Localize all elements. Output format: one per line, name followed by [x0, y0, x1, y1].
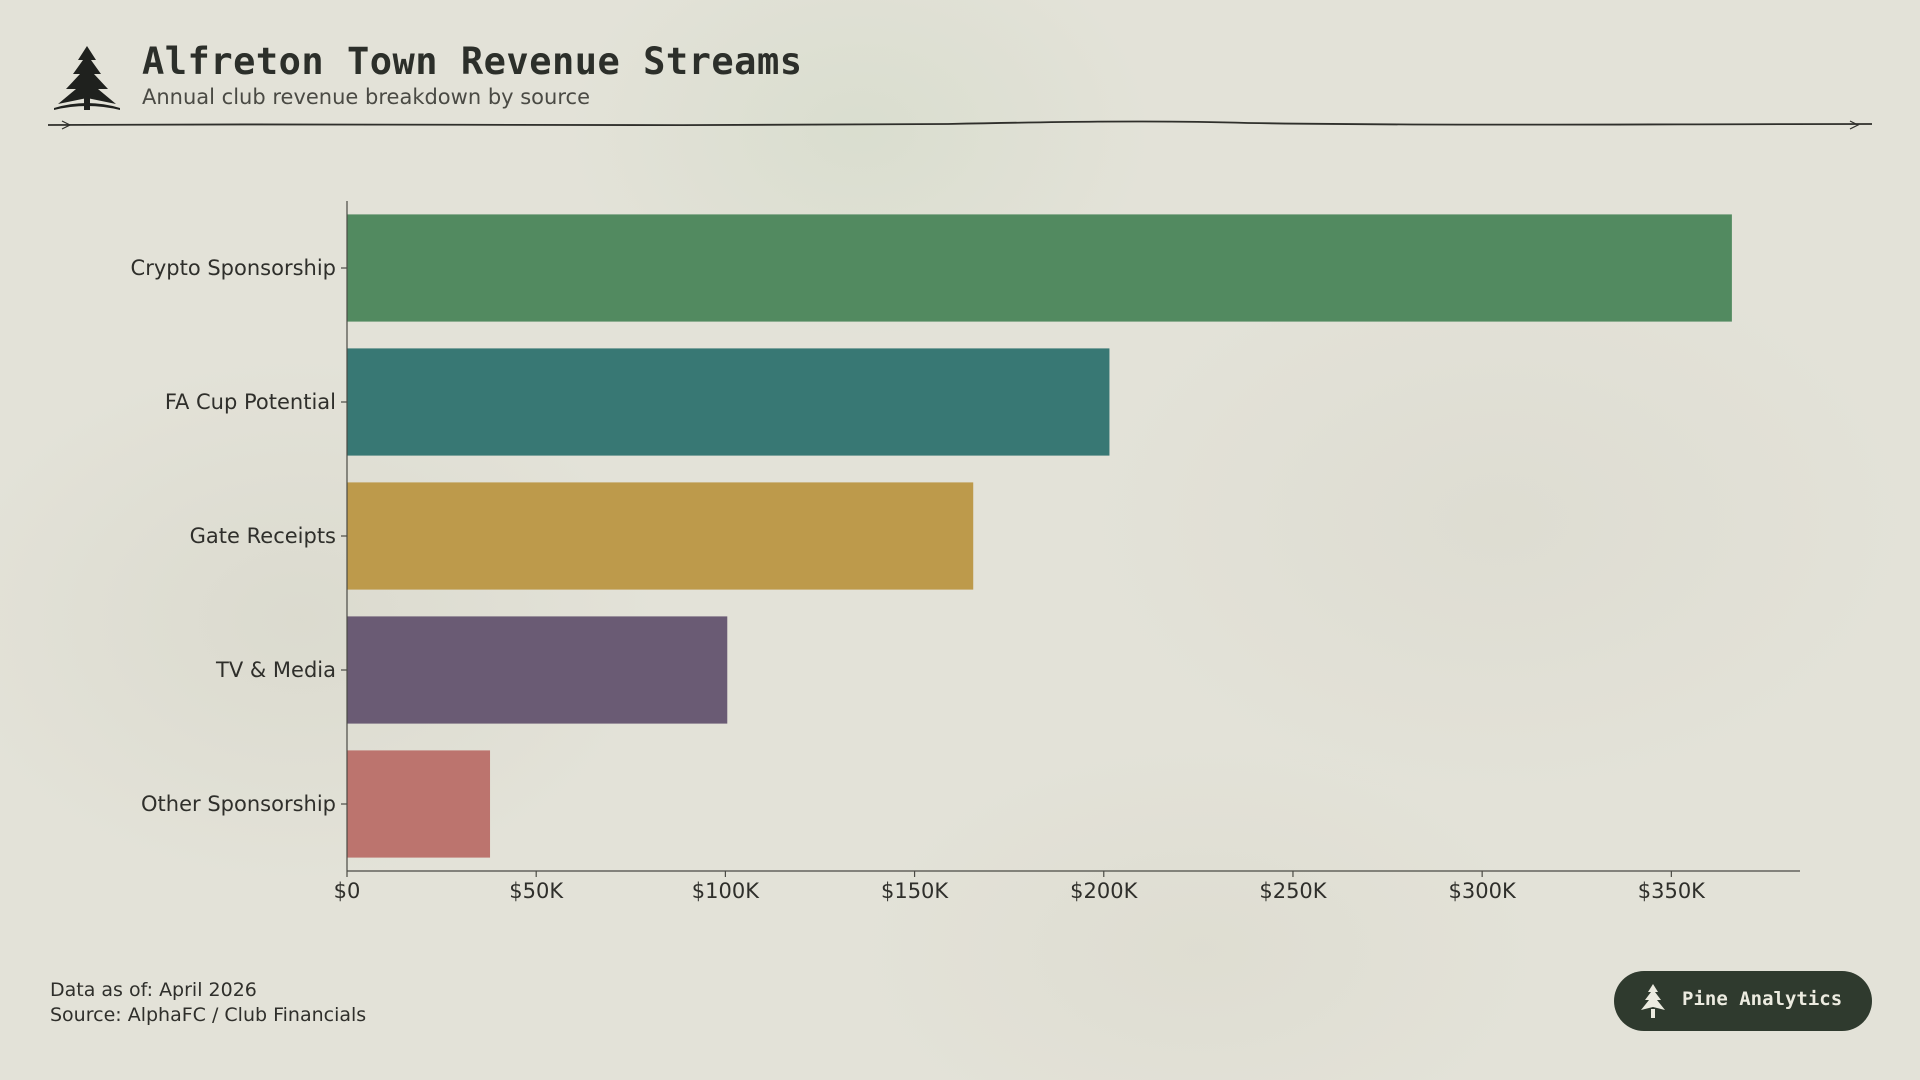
chart-title: Alfreton Town Revenue Streams	[142, 40, 803, 83]
y-tick-label: Crypto Sponsorship	[131, 256, 336, 280]
badge-label: Pine Analytics	[1682, 988, 1843, 1010]
x-tick-label: $50K	[509, 879, 564, 903]
x-tick-label: $0	[334, 879, 361, 903]
bar-fa-cup-potential	[347, 348, 1110, 456]
bar-gate-receipts	[347, 482, 974, 590]
x-tick-label: $350K	[1638, 879, 1706, 903]
bar-crypto-sponsorship	[347, 214, 1732, 322]
x-tick-label: $200K	[1070, 879, 1138, 903]
y-tick-label: FA Cup Potential	[165, 390, 336, 414]
source-note: Source: AlphaFC / Club Financials	[50, 1004, 367, 1026]
chart-footer: Data as of: April 2026 Source: AlphaFC /…	[50, 978, 366, 1028]
pine-analytics-badge: Pine Analytics	[1614, 971, 1872, 1031]
x-tick-label: $300K	[1449, 879, 1517, 903]
x-tick-label: $250K	[1259, 879, 1327, 903]
bar-chart: Crypto Sponsorship FA Cup Potential Gate R…	[131, 201, 1800, 903]
chart-header: Alfreton Town Revenue Streams Annual clu…	[0, 0, 1920, 140]
chart-subtitle: Annual club revenue breakdown by source	[142, 85, 590, 109]
bar-tv-media	[347, 616, 728, 724]
pine-tree-icon	[1641, 984, 1665, 1018]
header-divider	[48, 120, 1872, 130]
y-tick-label: Other Sponsorship	[141, 792, 336, 816]
y-tick-label: TV & Media	[215, 658, 336, 682]
pine-tree-icon	[54, 46, 120, 110]
x-tick-label: $150K	[881, 879, 949, 903]
data-date-note: Data as of: April 2026	[50, 979, 257, 1001]
y-tick-label: Gate Receipts	[190, 524, 336, 548]
bar-other-sponsorship	[347, 750, 491, 858]
x-tick-label: $100K	[692, 879, 760, 903]
